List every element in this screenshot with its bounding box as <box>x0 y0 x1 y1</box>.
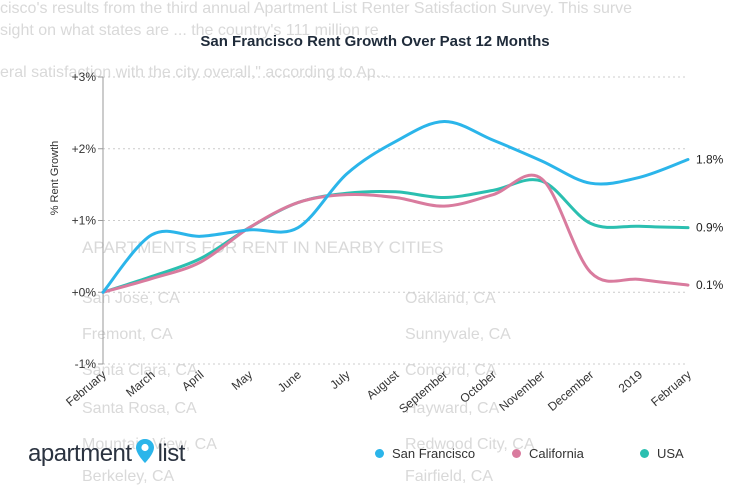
x-tick-label: October <box>457 368 499 406</box>
legend-dot <box>512 449 521 458</box>
x-tick-label: November <box>496 368 547 414</box>
nearby-city-link[interactable]: Fairfield, CA <box>405 468 494 485</box>
nearby-city-link[interactable]: Santa Rosa, CA <box>82 400 197 417</box>
legend-item-california: California <box>512 446 584 461</box>
background-text-1: cisco's results from the third annual Ap… <box>0 0 633 17</box>
x-axis-ticks: February March April May June July AugustSepte… <box>63 367 694 416</box>
end-label-san-francisco: 1.8% <box>696 153 724 167</box>
background-text-2: sight on what states are ... the country… <box>0 22 379 39</box>
x-tick-label: July <box>327 368 352 392</box>
nearby-city-link[interactable]: Fremont, CA <box>82 326 173 343</box>
x-tick-label: March <box>123 368 158 400</box>
nearby-cities-heading: APARTMENTS FOR RENT IN NEARBY CITIES <box>82 238 444 257</box>
x-tick-label: September <box>396 368 450 416</box>
end-label-california: 0.1% <box>696 278 724 292</box>
location-pin-icon <box>135 439 154 463</box>
x-tick-label: February <box>648 368 694 410</box>
legend-dot <box>640 449 649 458</box>
x-tick-label: May <box>229 368 255 393</box>
apartment-list-logo[interactable]: apartment list <box>28 439 186 468</box>
legend-label: USA <box>657 446 684 461</box>
x-tick-label: August <box>364 367 402 402</box>
nearby-city-link[interactable]: Concord, CA <box>405 362 497 379</box>
nearby-city-link[interactable]: Berkeley, CA <box>82 468 175 485</box>
y-tick-label: +1% <box>72 214 97 228</box>
x-tick-label: 2019 <box>616 367 646 395</box>
logo-text-left: apartment <box>28 440 132 467</box>
background-text-3: eral satisfaction with the city overall,… <box>0 64 389 81</box>
logo-text-right: list <box>157 440 186 467</box>
end-label-usa: 0.9% <box>696 221 724 235</box>
nearby-city-link[interactable]: Hayward, CA <box>405 400 500 417</box>
series-line-california <box>101 173 690 294</box>
nearby-city-link[interactable]: Redwood City, CA <box>405 436 535 453</box>
x-tick-label: June <box>275 367 304 395</box>
grid <box>98 76 688 365</box>
legend-item-usa: USA <box>640 446 684 461</box>
nearby-city-link[interactable]: Sunnyvale, CA <box>405 326 511 343</box>
y-tick-label: +2% <box>72 142 97 156</box>
nearby-city-link[interactable]: Oakland, CA <box>405 290 496 307</box>
y-tick-label: +0% <box>72 285 97 299</box>
y-tick-label: -1% <box>75 357 97 371</box>
legend-label: San Francisco <box>392 446 476 461</box>
x-tick-label: February <box>63 368 109 410</box>
y-tick-label: +3% <box>72 70 97 84</box>
end-labels: 0.9% 0.1% 1.8% <box>696 153 724 293</box>
chart-title: San Francisco Rent Growth Over Past 12 M… <box>200 33 549 50</box>
legend-dot <box>375 449 384 458</box>
legend-label: California <box>529 446 584 461</box>
nearby-city-link[interactable]: Santa Clara, CA <box>82 362 198 379</box>
series-line-usa <box>101 178 690 294</box>
y-axis-label: % Rent Growth <box>49 141 61 216</box>
series-lines <box>101 119 690 294</box>
x-tick-label: April <box>179 368 206 394</box>
x-tick-label: December <box>545 368 596 414</box>
nearby-city-link[interactable]: San Jose, CA <box>82 290 180 307</box>
series-line-san-francisco <box>101 119 690 294</box>
legend-item-san-francisco: San Francisco <box>375 446 475 461</box>
y-axis-ticks: +3% +2% +1% +0% -1% <box>72 70 97 371</box>
